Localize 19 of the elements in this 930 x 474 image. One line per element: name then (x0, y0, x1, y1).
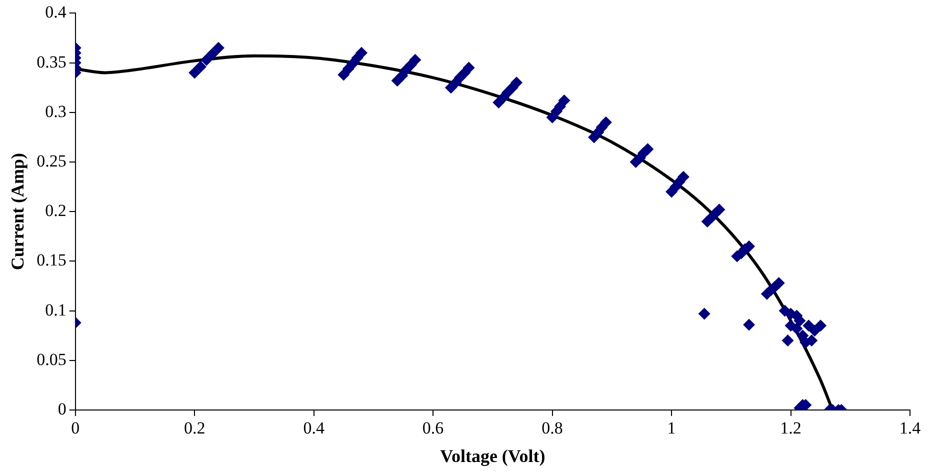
y-tick-label: 0 (58, 399, 66, 418)
y-axis-title: Current (Amp) (7, 153, 28, 270)
x-axis-title: Voltage (Volt) (440, 446, 546, 466)
x-tick-label: 0.4 (303, 418, 325, 438)
y-tick-label: 0.2 (45, 201, 66, 220)
x-tick-label: 0 (71, 418, 80, 438)
x-tick-label: 1 (667, 418, 676, 438)
y-tick-label: 0.15 (36, 250, 66, 270)
y-tick-label: 0.25 (36, 151, 66, 170)
y-tick-label: 0.05 (36, 350, 66, 369)
y-tick-label: 0.35 (36, 52, 66, 72)
x-tick-label: 0.8 (542, 418, 563, 438)
y-tick-label: 0.4 (45, 2, 67, 22)
y-tick-label: 0.1 (45, 300, 66, 320)
x-tick-label: 0.2 (184, 418, 206, 438)
x-tick-label: 1.4 (899, 418, 922, 438)
x-tick-label: 1.2 (780, 418, 802, 438)
x-tick-label: 0.6 (422, 418, 444, 438)
y-tick-label: 0.3 (45, 102, 66, 121)
